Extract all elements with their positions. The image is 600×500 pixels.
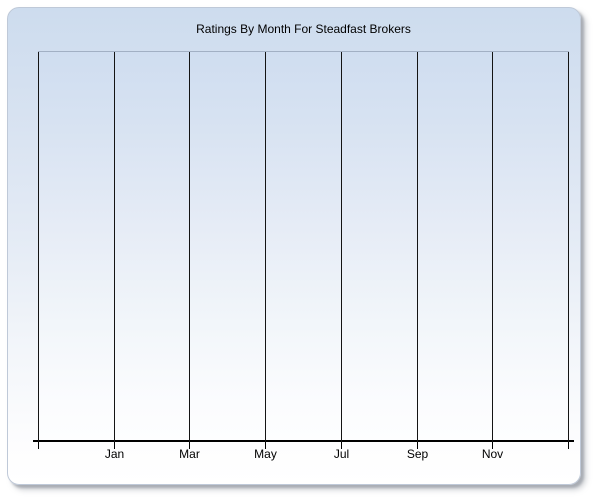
x-axis-label: Nov (481, 447, 504, 461)
axis-tick (189, 442, 190, 449)
gridline (189, 52, 190, 442)
chart-panel: Ratings By Month For Steadfast Brokers J… (7, 7, 581, 485)
x-axis-line (33, 440, 574, 442)
x-axis-label: Jul (333, 447, 350, 461)
gridline (568, 52, 569, 442)
plot-area: Jan Mar May Jul Sep Nov (33, 51, 574, 461)
axis-tick (568, 442, 569, 449)
gridline (38, 52, 39, 442)
axis-tick (417, 442, 418, 449)
x-axis-label: Jan (104, 447, 125, 461)
x-axis-label: May (254, 447, 277, 461)
chart-title: Ratings By Month For Steadfast Brokers (196, 22, 411, 36)
x-axis-label: Sep (406, 447, 429, 461)
gridline (417, 52, 418, 442)
gridline (114, 52, 115, 442)
axis-tick (38, 442, 39, 449)
gridline (265, 52, 266, 442)
axis-tick (265, 442, 266, 449)
axis-tick (341, 442, 342, 449)
gridline (492, 52, 493, 442)
axis-tick (114, 442, 115, 449)
x-axis-label: Mar (179, 447, 200, 461)
gridline (341, 52, 342, 442)
axis-tick (492, 442, 493, 449)
